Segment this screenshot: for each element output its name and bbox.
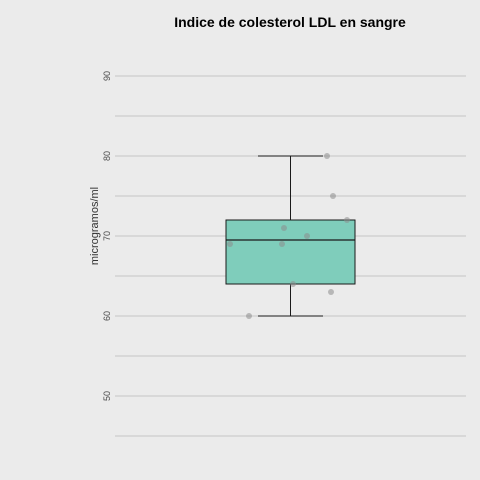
data-point xyxy=(330,193,336,199)
y-tick-label: 70 xyxy=(102,231,112,241)
data-point xyxy=(344,217,350,223)
data-point xyxy=(324,153,330,159)
y-tick-label: 50 xyxy=(102,391,112,401)
y-tick-label: 80 xyxy=(102,151,112,161)
jitter-points xyxy=(227,153,350,319)
data-point xyxy=(290,281,296,287)
y-axis-ticks: 50 60 70 80 90 xyxy=(102,71,112,401)
data-point xyxy=(246,313,252,319)
y-axis-label: microgramos/ml xyxy=(89,187,101,265)
y-tick-label: 60 xyxy=(102,311,112,321)
box-and-whiskers xyxy=(225,155,356,317)
interquartile-box xyxy=(225,219,356,285)
data-point xyxy=(279,241,285,247)
chart-title: Indice de colesterol LDL en sangre xyxy=(174,14,406,30)
data-point xyxy=(304,233,310,239)
data-point xyxy=(281,225,287,231)
data-point xyxy=(227,241,233,247)
data-point xyxy=(328,289,334,295)
y-tick-label: 90 xyxy=(102,71,112,81)
